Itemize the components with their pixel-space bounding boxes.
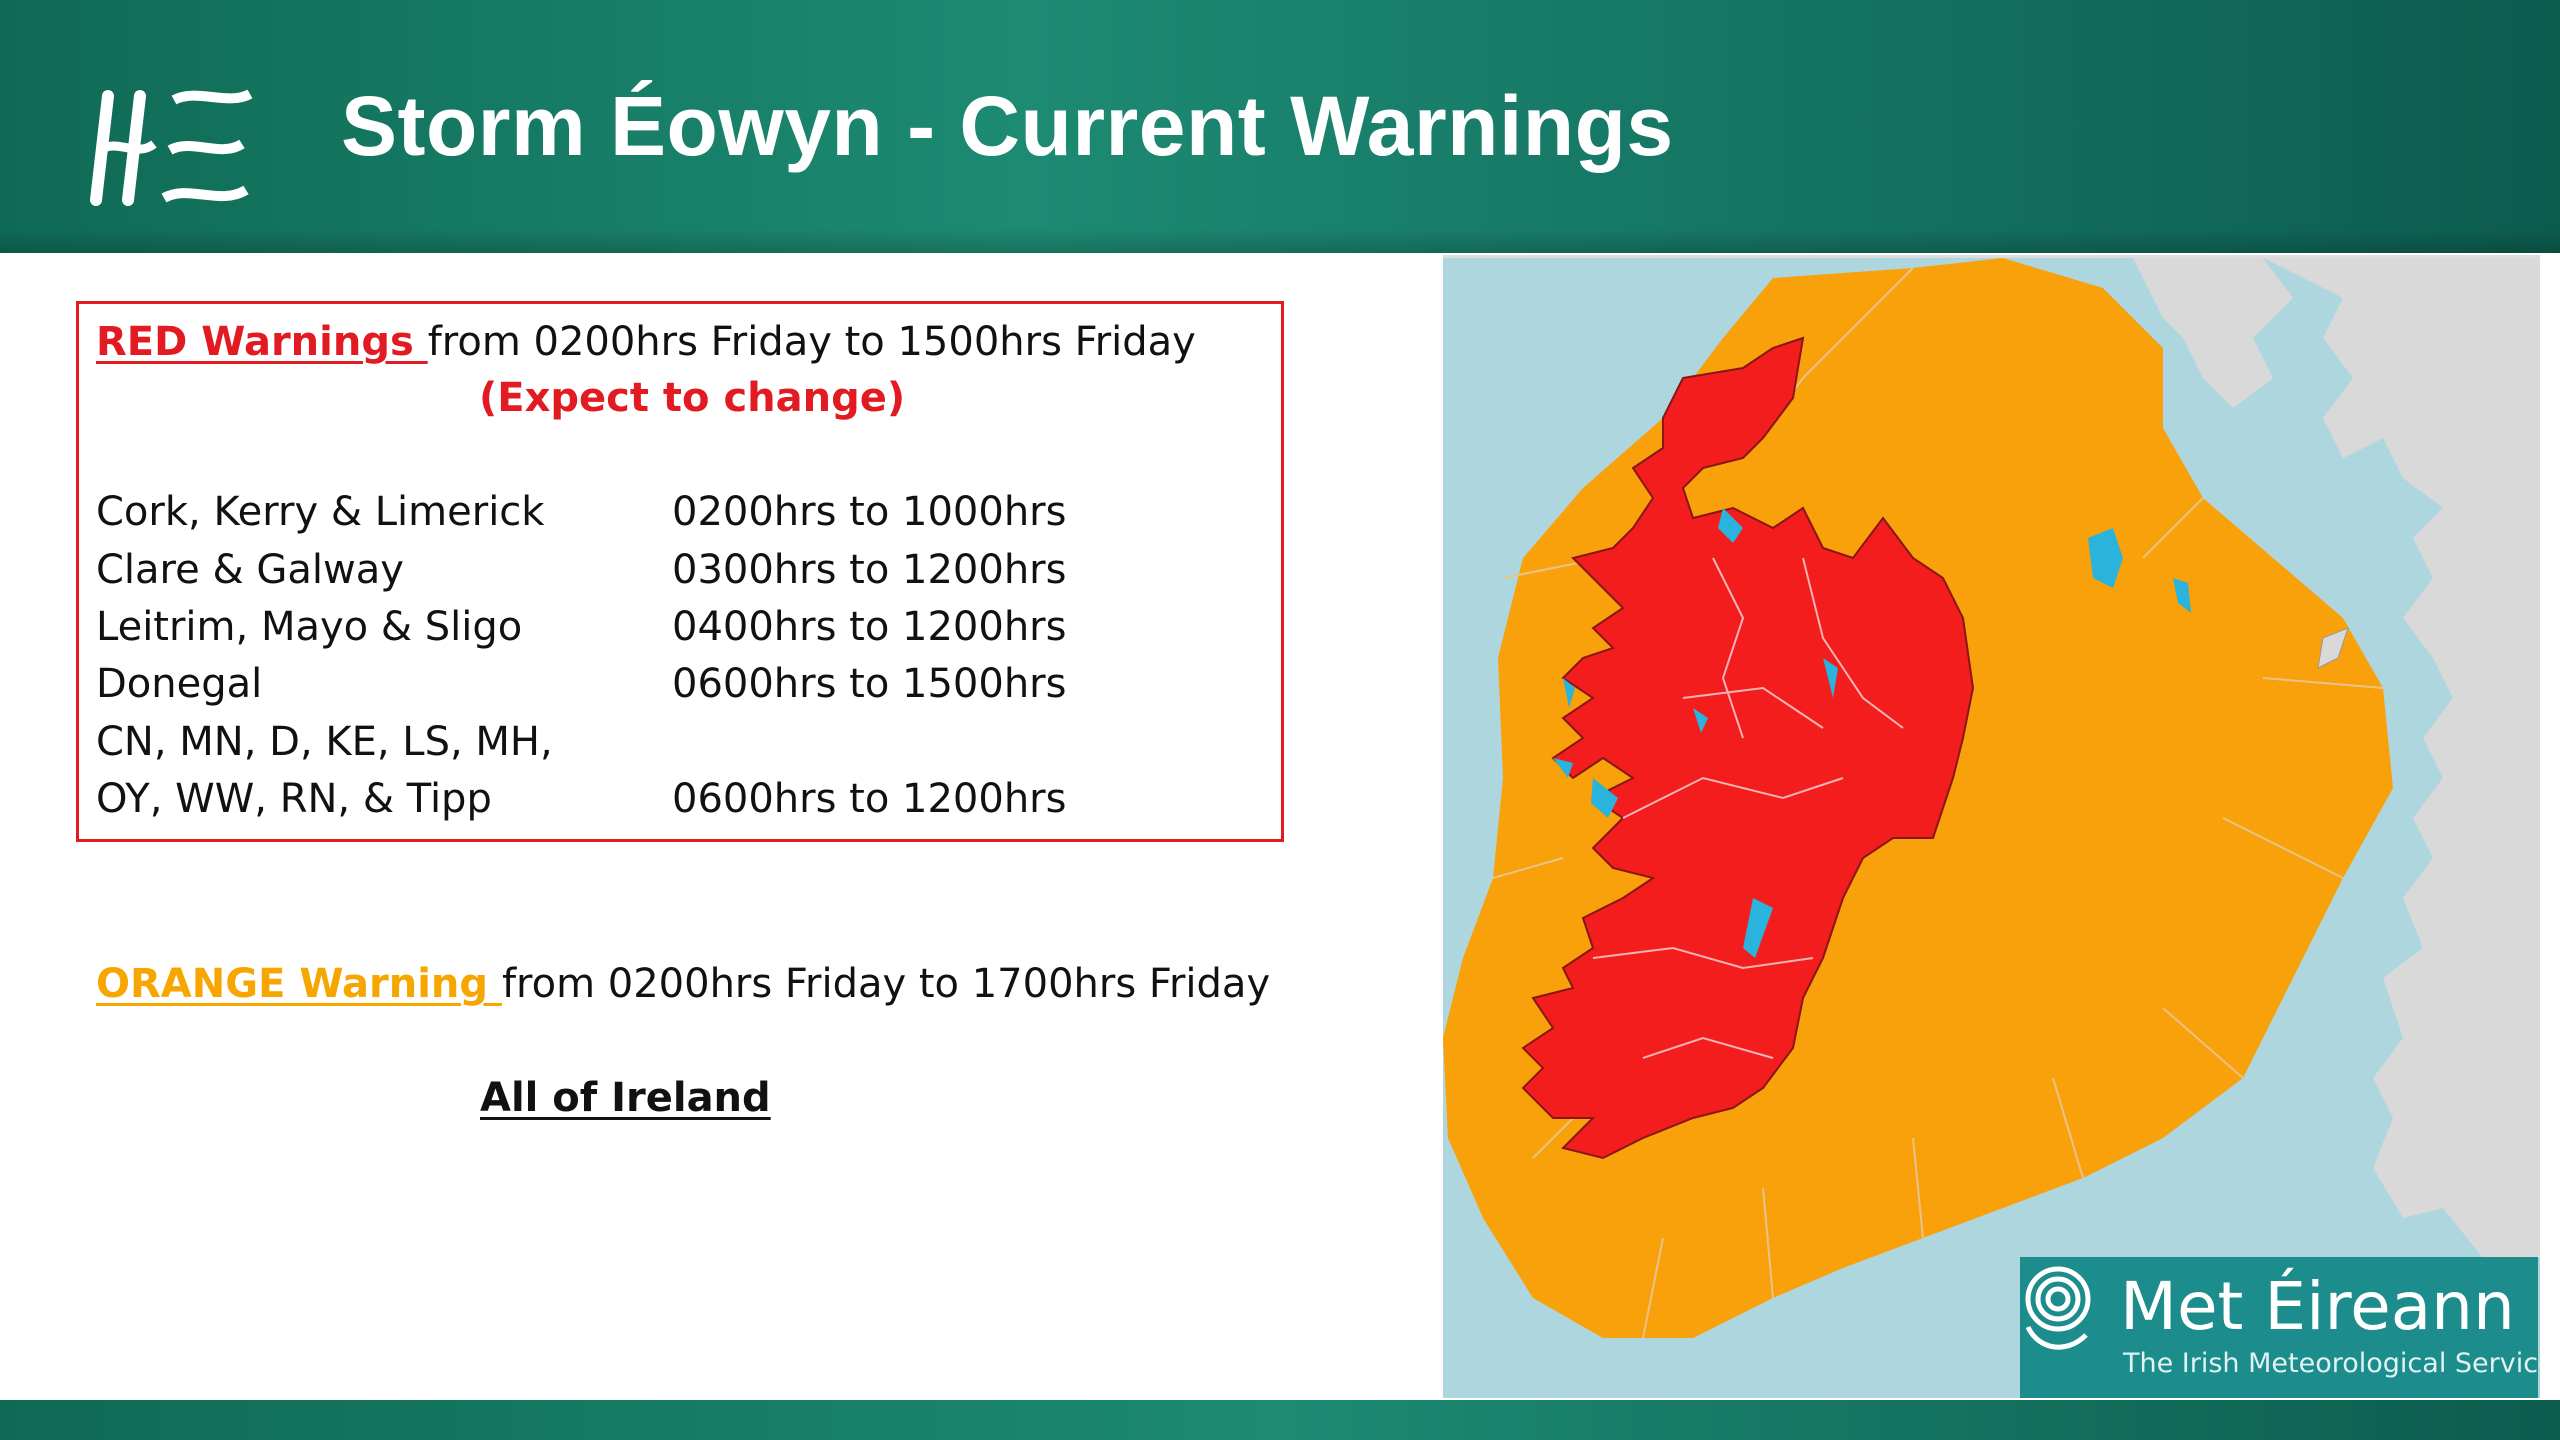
met-eireann-swirl-icon — [2025, 1266, 2091, 1350]
orange-warning-period: from 0200hrs Friday to 1700hrs Friday — [501, 961, 1271, 1007]
orange-warning-label: ORANGE Warning — [96, 961, 502, 1007]
footer-bar — [0, 1400, 2560, 1440]
red-row-times: 0200hrs to 1000hrs — [672, 489, 1067, 535]
red-row-areas: Leitrim, Mayo & Sligo — [96, 604, 523, 650]
orange-warning-scope: All of Ireland — [480, 1075, 771, 1121]
red-row-areas: CN, MN, D, KE, LS, MH, — [96, 719, 553, 765]
red-row-times: 0600hrs to 1500hrs — [672, 661, 1067, 707]
warning-map: Met Éireann The Irish Meteorological Ser… — [1443, 255, 2540, 1398]
red-row-times: 0300hrs to 1200hrs — [672, 547, 1067, 593]
ireland-map-graphic — [1443, 258, 2540, 1339]
page-title: Storm Éowyn - Current Warnings — [341, 79, 1674, 173]
red-row-areas: Cork, Kerry & Limerick — [96, 489, 545, 535]
red-warning-label: RED Warnings — [96, 319, 428, 365]
lough-neagh — [2088, 528, 2123, 588]
met-eireann-name: Met Éireann — [2120, 1268, 2515, 1345]
red-warning-note: (Expect to change) — [479, 375, 906, 421]
scotland-landmass — [2133, 258, 2293, 408]
header-bar: Storm Éowyn - Current Warnings — [0, 0, 2560, 253]
red-row-times: 0600hrs to 1200hrs — [672, 776, 1067, 822]
hse-logo — [90, 89, 253, 206]
red-warning-box — [76, 301, 1284, 842]
britain-landmass — [2263, 258, 2540, 1258]
met-eireann-tagline: The Irish Meteorological Service — [2123, 1348, 2540, 1379]
red-row-areas: Clare & Galway — [96, 547, 404, 593]
met-eireann-logo: Met Éireann The Irish Meteorological Ser… — [2020, 1257, 2540, 1398]
isle-of-man — [2317, 627, 2349, 669]
red-row-areas: OY, WW, RN, & Tipp — [96, 776, 492, 822]
red-row-areas: Donegal — [96, 661, 263, 707]
red-row-times: 0400hrs to 1200hrs — [672, 604, 1067, 650]
red-warning-period: from 0200hrs Friday to 1500hrs Friday — [427, 319, 1196, 365]
red-warning-heading: RED Warnings from 0200hrs Friday to 1500… — [96, 314, 1196, 370]
orange-warning-heading: ORANGE Warning from 0200hrs Friday to 17… — [96, 956, 1270, 1012]
